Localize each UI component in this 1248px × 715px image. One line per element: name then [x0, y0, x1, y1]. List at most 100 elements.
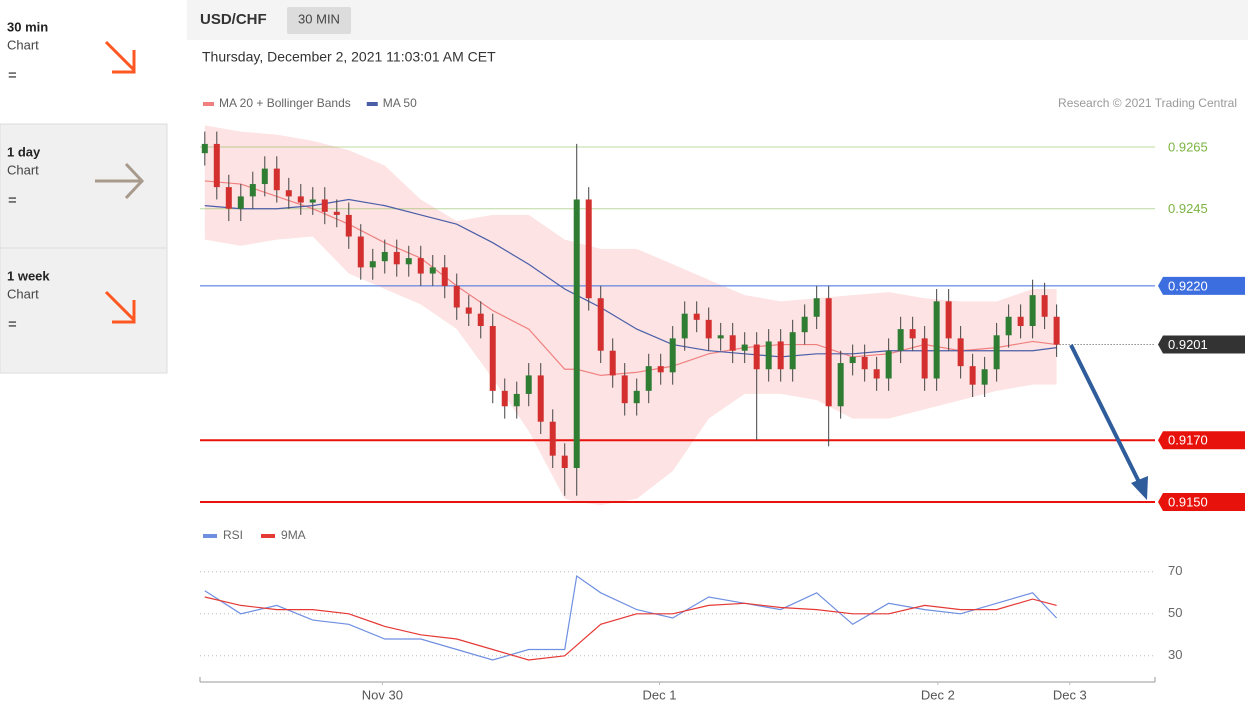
candle-body	[273, 168, 280, 191]
rsi-chart: 70 50 30 Nov 30 Dec 1 Dec 2 Dec 3 RSI 9MA	[199, 528, 1182, 702]
candle-body	[561, 455, 568, 469]
candle-body	[789, 332, 796, 370]
legend-label: RSI	[223, 528, 243, 542]
arrow-head	[1131, 476, 1148, 500]
sidebar-title: 1 week	[7, 268, 50, 283]
legend-swatch	[366, 102, 378, 106]
level-label: 0.9265	[1168, 139, 1208, 154]
candle-body	[969, 366, 976, 385]
timestamp: Thursday, December 2, 2021 11:03:01 AM C…	[202, 49, 496, 65]
sidebar-status: =	[8, 316, 17, 333]
candle-body	[405, 258, 412, 265]
x-tick-label: Dec 2	[921, 687, 955, 702]
candle-body	[453, 285, 460, 308]
candle-body	[645, 366, 652, 391]
x-tick-label: Nov 30	[362, 687, 403, 702]
candle-body	[609, 350, 616, 376]
candle-body	[537, 375, 544, 422]
candle-body	[921, 338, 928, 379]
sidebar: 30 min Chart = 1 day Chart = 1 week Chart =	[0, 0, 168, 374]
candle-body	[549, 421, 556, 456]
legend-swatch	[203, 534, 217, 538]
candle-body	[297, 196, 304, 203]
candle-body	[333, 211, 340, 215]
candle-body	[597, 298, 604, 351]
candle-body	[321, 199, 328, 212]
candle-body	[753, 344, 760, 370]
candle-body	[1029, 295, 1036, 327]
candle-body	[513, 393, 520, 407]
legend-swatch	[261, 534, 276, 538]
sidebar-item[interactable]: 1 week Chart =	[0, 247, 168, 374]
candle-body	[909, 329, 916, 339]
level-label: 0.9170	[1168, 433, 1208, 448]
candle-body	[441, 267, 448, 286]
candle-body	[885, 350, 892, 379]
level-label-box	[1158, 335, 1245, 354]
candle-body	[873, 369, 880, 379]
candle-body	[705, 319, 712, 339]
candle-body	[309, 199, 316, 203]
trend-arrow-flat	[95, 162, 145, 200]
moving-average-line	[204, 198, 1057, 358]
candle-body	[369, 261, 376, 268]
rsi-line	[204, 596, 1057, 661]
symbol: USD/CHF	[200, 11, 267, 28]
level-label-box	[1158, 431, 1245, 450]
candle-body	[1017, 316, 1024, 327]
header-bar	[187, 0, 1248, 40]
candle-body	[585, 199, 592, 299]
candle-body	[573, 199, 580, 469]
trend-arrow-down	[104, 40, 136, 74]
price-chart: 0.9265 0.9245 0.9220 0.9201 0.9170 0.9150 MA 2…	[200, 96, 1245, 511]
sidebar-item[interactable]: 30 min Chart =	[0, 0, 167, 122]
candle-body	[345, 214, 352, 237]
sidebar-item[interactable]: 1 day Chart =	[0, 123, 168, 250]
y-tick-label: 30	[1168, 647, 1182, 662]
candle-body	[1005, 316, 1012, 336]
moving-average-line	[204, 180, 1057, 377]
candle-body	[249, 184, 256, 197]
candle-body	[381, 251, 388, 262]
candle-body	[261, 168, 268, 185]
sidebar-subtitle: Chart	[7, 286, 39, 301]
legend-swatch	[203, 102, 214, 106]
candle-body	[813, 298, 820, 317]
candle-body	[693, 313, 700, 320]
level-label-box	[1158, 276, 1245, 295]
candle-body	[633, 390, 640, 404]
candle-body	[201, 143, 208, 154]
timeframe-badge	[287, 7, 351, 34]
sidebar-subtitle: Chart	[7, 162, 39, 177]
candle-body	[393, 251, 400, 265]
level-label: 0.9220	[1168, 278, 1208, 293]
y-tick-label: 70	[1168, 563, 1182, 578]
candle-body	[465, 307, 472, 314]
candle-body	[1053, 316, 1060, 345]
candle-body	[429, 267, 436, 274]
candle-body	[669, 338, 676, 373]
sidebar-status: =	[8, 67, 17, 84]
candle-body	[1041, 295, 1048, 317]
candle-body	[897, 329, 904, 351]
candle-body	[957, 338, 964, 367]
candle-body	[681, 313, 688, 339]
copyright: Research © 2021 Trading Central	[1058, 96, 1237, 110]
candle-body	[417, 258, 424, 274]
x-tick-label: Dec 1	[643, 687, 677, 702]
timeframe: 30 MIN	[298, 11, 340, 26]
candle-body	[861, 356, 868, 370]
candle-body	[765, 341, 772, 370]
candle-body	[777, 341, 784, 370]
sidebar-status: =	[8, 192, 17, 209]
legend-label: 9MA	[281, 528, 306, 542]
sidebar-item-bg	[0, 247, 168, 374]
candle-body	[213, 143, 220, 188]
candle-body	[501, 390, 508, 407]
candle-body	[657, 366, 664, 373]
x-tick-label: Dec 3	[1053, 687, 1087, 702]
legend-label: MA 50	[383, 96, 417, 110]
candle-body	[477, 313, 484, 327]
y-tick-label: 50	[1168, 605, 1182, 620]
